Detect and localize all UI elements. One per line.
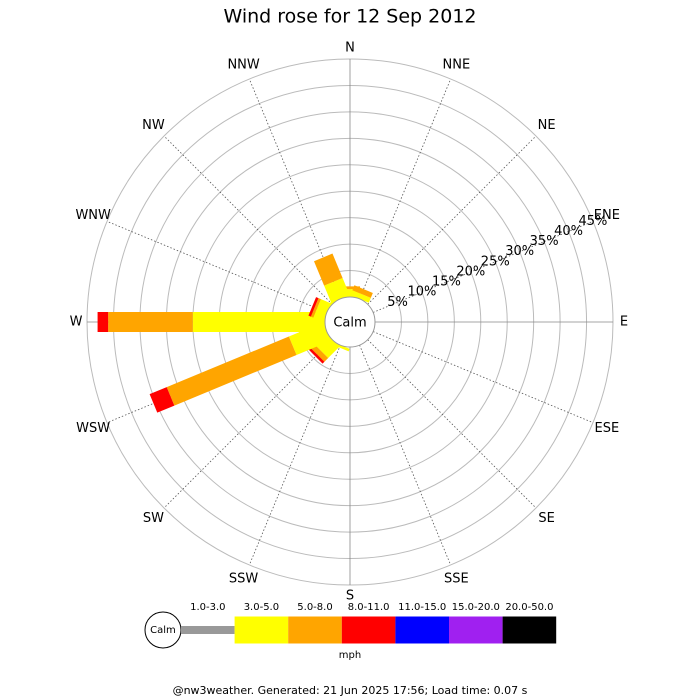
legend-label: 8.0-11.0 (348, 602, 390, 613)
r-tick-label: 5% (387, 295, 408, 310)
r-tick-label: 25% (481, 254, 510, 269)
r-tick-label: 20% (456, 264, 485, 279)
bar-segment (308, 297, 319, 317)
bar-segment (350, 290, 371, 303)
direction-label: SSW (229, 571, 259, 586)
r-tick-label: 30% (505, 244, 534, 259)
spoke (106, 220, 328, 313)
bar-segment (313, 299, 331, 322)
legend-swatch (395, 616, 449, 644)
legend-calm-label: Calm (150, 625, 176, 636)
spoke (372, 331, 594, 424)
legend-swatch (288, 616, 342, 644)
direction-label: ENE (594, 208, 620, 223)
units-label: mph (339, 650, 361, 661)
calm-circle (324, 296, 376, 348)
chart-title: Wind rose for 12 Sep 2012 (223, 6, 476, 28)
direction-label: NE (538, 118, 556, 133)
legend-swatch (341, 616, 396, 644)
bar-segment (310, 343, 329, 362)
r-tick-label: 45% (579, 214, 608, 229)
bar-segment (352, 285, 373, 298)
legend-label: 20.0-50.0 (505, 602, 553, 613)
direction-label: SE (538, 511, 554, 526)
bar-segment (310, 298, 321, 318)
direction-label: WSW (76, 421, 110, 436)
direction-label: NNW (227, 58, 259, 73)
spoke (359, 78, 452, 300)
bar-segment (149, 387, 175, 413)
direction-label: WNW (75, 208, 111, 223)
direction-label: ESE (594, 421, 619, 436)
legend-label: 15.0-20.0 (452, 602, 500, 613)
r-tick-label: 35% (530, 234, 559, 249)
direction-label: SW (143, 511, 164, 526)
bar-segment (313, 253, 343, 286)
calm-label: Calm (333, 316, 366, 331)
r-tick-label: 10% (408, 285, 437, 300)
legend-label: 1.0-3.0 (190, 602, 225, 613)
direction-label: NNE (443, 58, 471, 73)
legend-swatch (502, 616, 557, 644)
direction-label: S (346, 589, 354, 604)
spoke (163, 339, 333, 509)
bar-segment (166, 336, 297, 406)
spoke (359, 344, 452, 566)
legend-label: 5.0-8.0 (297, 602, 332, 613)
direction-label: W (70, 315, 83, 330)
footer: @nw3weather. Generated: 21 Jun 2025 17:5… (173, 684, 528, 697)
spoke (372, 220, 594, 313)
legend-label: 3.0-5.0 (244, 602, 279, 613)
r-tick-label: 15% (432, 275, 461, 290)
direction-label: NW (142, 118, 165, 133)
direction-label: SSE (444, 571, 469, 586)
bar-segment (308, 347, 325, 364)
spoke (367, 339, 537, 509)
bar-segment (192, 312, 325, 332)
bar-segment (97, 312, 109, 332)
bar-segment (108, 312, 193, 332)
direction-label: N (345, 41, 355, 56)
spoke (367, 135, 537, 305)
legend-swatch (234, 616, 289, 644)
spoke (248, 344, 341, 566)
spoke (163, 135, 333, 305)
legend-swatch (181, 626, 235, 634)
legend-label: 11.0-15.0 (398, 602, 446, 613)
direction-label: E (620, 315, 628, 330)
bar-segment (324, 277, 350, 303)
r-tick-label: 40% (554, 224, 583, 239)
legend-swatch (449, 616, 503, 644)
